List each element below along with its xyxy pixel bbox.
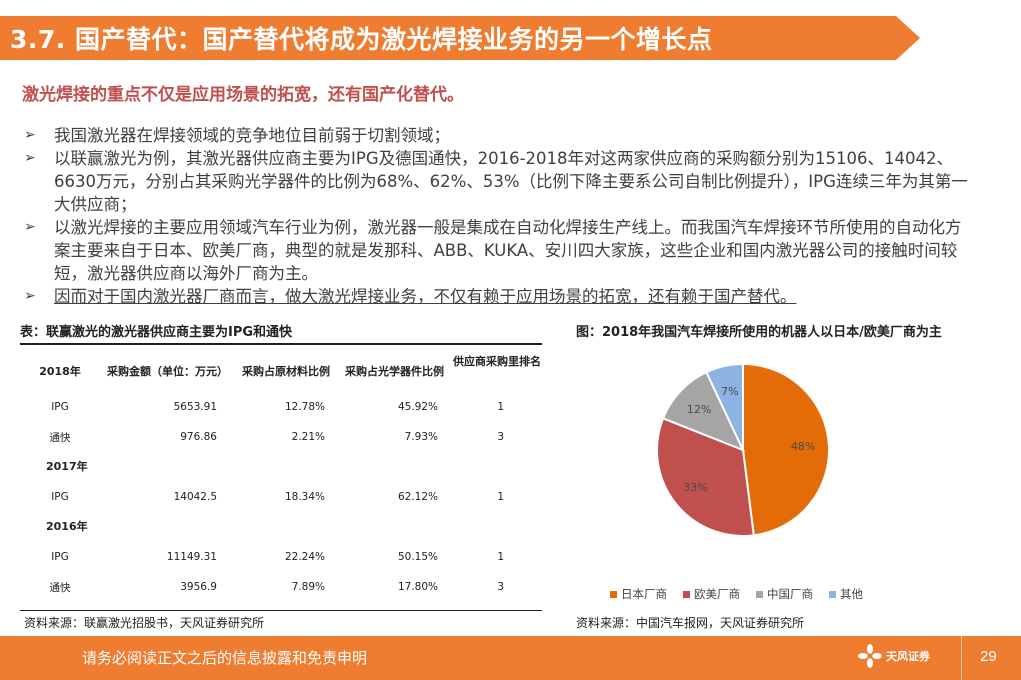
chart-caption: 图：2018年我国汽车焊接所使用的机器人以日本/欧美厂商为主 bbox=[576, 325, 942, 340]
legend-label: 中国厂商 bbox=[767, 587, 813, 601]
table-row: IPG 5653.91 12.78% 45.92% 1 bbox=[51, 401, 504, 413]
table-header-material-ratio: 采购占原材料比例 bbox=[242, 365, 330, 378]
arrow-bullet-icon: ➢ bbox=[24, 150, 36, 166]
table-caption: 表：联赢激光的激光器供应商主要为IPG和通快 bbox=[20, 325, 293, 340]
table-top-rule bbox=[20, 343, 542, 345]
pie-slice-2 bbox=[661, 370, 745, 452]
table-header-year: 2018年 bbox=[39, 365, 81, 378]
company-logo: 天风证券 bbox=[858, 644, 930, 668]
legend-swatch bbox=[610, 590, 617, 598]
legend-swatch bbox=[683, 590, 690, 598]
table-row: 通快 3956.9 7.89% 17.80% 3 bbox=[49, 581, 505, 594]
bullet-item: ➢ 以联赢激光为例，其激光器供应商主要为IPG及德国通快，2016-2018年对这… bbox=[24, 149, 968, 214]
table-year-label: 2017年 bbox=[46, 460, 88, 473]
pie-label-0: 48% bbox=[791, 440, 815, 453]
legend-item: 中国厂商 bbox=[756, 586, 813, 602]
pie-label-2: 12% bbox=[687, 403, 711, 416]
arrow-bullet-icon: ➢ bbox=[24, 219, 36, 235]
table-source: 资料来源：联赢激光招股书，天风证券研究所 bbox=[24, 616, 265, 630]
table-bottom-rule bbox=[20, 610, 542, 611]
arrow-bullet-icon: ➢ bbox=[24, 127, 36, 143]
chart-source: 资料来源：中国汽车报网，天风证券研究所 bbox=[576, 616, 805, 630]
legend-item: 欧美厂商 bbox=[683, 586, 740, 602]
footer-divider bbox=[961, 636, 962, 680]
footer-bar: 请务必阅读正文之后的信息披露和免责申明 天风证券 29 bbox=[0, 636, 1021, 680]
pie-chart: 48% 33% 12% 7% bbox=[656, 362, 830, 537]
table-row: IPG 14042.5 18.34% 62.12% 1 bbox=[51, 491, 504, 503]
chart-legend: 日本厂商 欧美厂商 中国厂商 其他 bbox=[610, 586, 863, 602]
legend-swatch bbox=[829, 590, 836, 598]
flower-logo-icon bbox=[858, 644, 882, 668]
logo-name: 天风证券 bbox=[886, 650, 930, 663]
arrow-bullet-icon: ➢ bbox=[24, 288, 36, 304]
page-title: 3.7. 国产替代：国产替代将成为激光焊接业务的另一个增长点 bbox=[10, 25, 713, 54]
table-header-rank: 供应商采购里排名 bbox=[453, 355, 541, 368]
bullet-item: ➢ 以激光焊接的主要应用领域汽车行业为例，激光器一般是集成在自动化焊接生产线上。而… bbox=[24, 218, 962, 283]
subtitle: 激光焊接的重点不仅是应用场景的拓宽，还有国产化替代。 bbox=[22, 85, 464, 105]
table-header-optical-ratio: 采购占光学器件比例 bbox=[345, 365, 444, 378]
pie-label-3: 7% bbox=[721, 385, 738, 398]
title-banner: 3.7. 国产替代：国产替代将成为激光焊接业务的另一个增长点 bbox=[0, 16, 920, 60]
bullet-list: ➢ 我国激光器在焊接领域的竞争地位目前弱于切割领域； ➢ 以联赢激光为例，其激光器供… bbox=[24, 124, 974, 308]
pie-slice-1 bbox=[656, 417, 755, 537]
legend-label: 其他 bbox=[840, 587, 863, 601]
supplier-table: 2018年 采购金额（单位：万元） 采购占原材料比例 采购占光学器件比例 供应商… bbox=[20, 352, 542, 602]
table-header-row: 2018年 采购金额（单位：万元） 采购占原材料比例 采购占光学器件比例 供应商… bbox=[20, 352, 542, 392]
table-row: 通快 976.86 2.21% 7.93% 3 bbox=[49, 431, 505, 444]
legend-swatch bbox=[756, 590, 763, 598]
page-number: 29 bbox=[980, 648, 997, 665]
legend-item: 日本厂商 bbox=[610, 586, 667, 602]
pie-label-1: 33% bbox=[683, 481, 707, 494]
table-row: IPG 11149.31 22.24% 50.15% 1 bbox=[51, 551, 504, 563]
pie-slice-3 bbox=[705, 362, 744, 451]
table-header-amount: 采购金额（单位：万元） bbox=[107, 365, 228, 378]
footer-disclaimer: 请务必阅读正文之后的信息披露和免责申明 bbox=[82, 649, 368, 667]
bullet-item: ➢ 因而对于国内激光器厂商而言，做大激光焊接业务，不仅有赖于应用场景的拓宽，还有赖… bbox=[24, 287, 797, 306]
legend-label: 欧美厂商 bbox=[694, 587, 740, 601]
table-year-label: 2016年 bbox=[46, 520, 88, 533]
legend-item: 其他 bbox=[829, 586, 863, 602]
legend-label: 日本厂商 bbox=[621, 587, 667, 601]
bullet-item: ➢ 我国激光器在焊接领域的竞争地位目前弱于切割领域； bbox=[24, 126, 450, 145]
pie-slice-0 bbox=[742, 362, 830, 537]
